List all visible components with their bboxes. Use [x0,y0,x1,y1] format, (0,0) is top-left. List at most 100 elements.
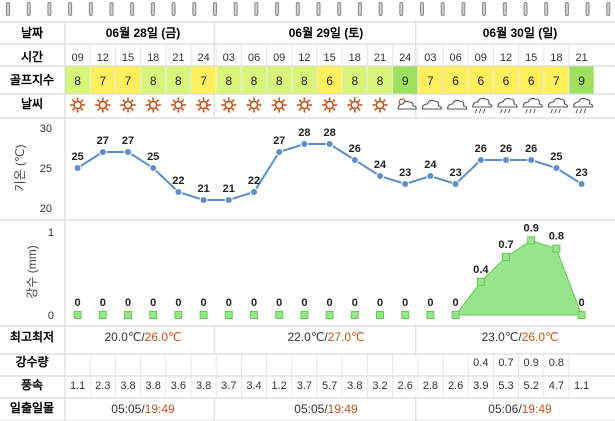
golf-index-cell [468,66,493,94]
precip-point [250,311,258,319]
temp-point [552,164,561,172]
hour-cell: 12 [97,52,109,64]
temp-label: 21 [197,183,209,195]
precip-label: 0.8 [549,231,564,243]
temp-label: 26 [525,143,537,155]
max-min-cell: 23.0℃/26.0℃ [481,330,558,344]
cloud-icon [447,99,468,110]
precip-point [350,311,359,319]
temp-point [350,156,359,164]
rain-icon [497,97,518,114]
golf-index-value: 6 [452,74,459,88]
wind-speed-cell: 3.7 [297,380,312,392]
golf-index-cell [292,66,317,94]
golf-index-cell [519,66,544,94]
hour-cell: 18 [147,52,159,64]
golf-index-cell [317,66,342,94]
partly-cloudy-icon [397,98,417,110]
max-min-cell: 22.0℃/27.0℃ [287,330,364,344]
precip-point [275,311,284,319]
time-row-label: 시간 [21,49,43,64]
hour-cell: 03 [223,52,235,64]
precipitation-chart: 0 1 0 0 0 0 0 0 0 0 0 0 0 0 0 0 0 0 0.4 0.7 0.9 0.8 0 [48,222,586,322]
precip-point [401,311,410,319]
hour-cell: 21 [575,52,587,64]
maxmin-row-label: 최고최저 [10,329,54,344]
day-header-3: 06월 30일 (일) [483,25,557,40]
temp-label: 24 [374,159,387,171]
precip-label: 0 [377,297,383,309]
precip-point [426,311,435,319]
temp-label: 26 [349,143,361,155]
temp-point [73,164,82,172]
golf-index-value: 9 [578,74,585,88]
golf-index-cell [267,66,292,94]
wind-speed-cell: 3.6 [171,380,186,392]
temp-label: 25 [71,151,83,163]
wind-speed-cell: 5.3 [498,380,513,392]
wind-speed-cell: 3.2 [372,380,387,392]
wind-speed-cell: 3.7 [221,380,236,392]
temp-point [98,148,107,156]
wind-speed-cell: 5.7 [322,380,337,392]
temp-point [401,180,410,188]
precip-axis-label: 강수 (mm) [25,245,39,298]
wind-speed-cell: 3.8 [196,380,211,392]
golf-index-cell [166,66,191,94]
precip-amount-cell: 0.9 [524,357,539,369]
temp-point [502,156,510,164]
hour-cell: 24 [197,52,209,64]
precip-label: 0.9 [524,222,539,234]
day-header-1: 06월 28일 (금) [106,25,180,40]
precip-point [552,244,561,253]
golf-index-value: 6 [503,74,510,88]
temp-point [577,180,586,188]
sun-icon [196,97,212,113]
temp-y-tick: 30 [40,123,52,135]
precip-point [476,277,485,286]
wind-speed-cell: 1.2 [272,380,287,392]
golf-index-value: 6 [528,74,535,88]
precip-label: 0 [175,297,181,309]
sun-icon [322,97,338,113]
precip-label: 0 [125,297,131,309]
precip-y-tick: 0 [48,310,54,322]
precip-label: 0.4 [473,264,489,276]
golf-index-value: 8 [351,74,358,88]
cloud-icon [421,99,442,110]
precip-y-tick: 1 [48,227,54,239]
temp-point [275,148,284,156]
header-label: 날짜 [21,25,43,40]
wind-speed-cell: 2.6 [448,380,463,392]
precip-point [174,311,183,319]
precip-label: 0 [301,297,307,309]
sun-icon [120,97,136,113]
golf-index-value: 7 [125,74,132,88]
precip-label: 0 [402,297,408,309]
temperature-chart: 20 25 30 25 27 27 25 22 21 21 22 27 28 28 26 24 23 24 23 26… [40,123,588,215]
precip-label: 0 [150,297,156,309]
golf-index-value: 9 [402,74,409,88]
sun-icon [347,97,363,113]
golf-index-value: 8 [301,74,308,88]
temp-point [250,188,258,196]
golf-index-value: 8 [276,74,283,88]
temp-axis-label: 기온 (℃) [13,145,27,192]
precip-point [124,311,132,319]
wind-speed-cell: 1.1 [70,380,85,392]
wind-speed-cell: 3.8 [120,380,135,392]
temp-label: 26 [500,143,512,155]
precip-amount-cell: 0.7 [498,357,513,369]
hour-cell: 09 [273,52,285,64]
golf-index-cell [141,66,166,94]
precip-label: 0 [276,297,282,309]
golf-index-cell [493,66,519,94]
precip-label: 0 [251,297,257,309]
precip-point [224,311,233,319]
hour-cell: 18 [550,52,562,64]
precip-amount-cell: 0.4 [473,357,488,369]
golf-index-cell [191,66,216,94]
wind-speed-cell: 2.3 [95,380,110,392]
hour-cell: 09 [71,52,83,64]
precip-label: 0.7 [498,239,513,251]
